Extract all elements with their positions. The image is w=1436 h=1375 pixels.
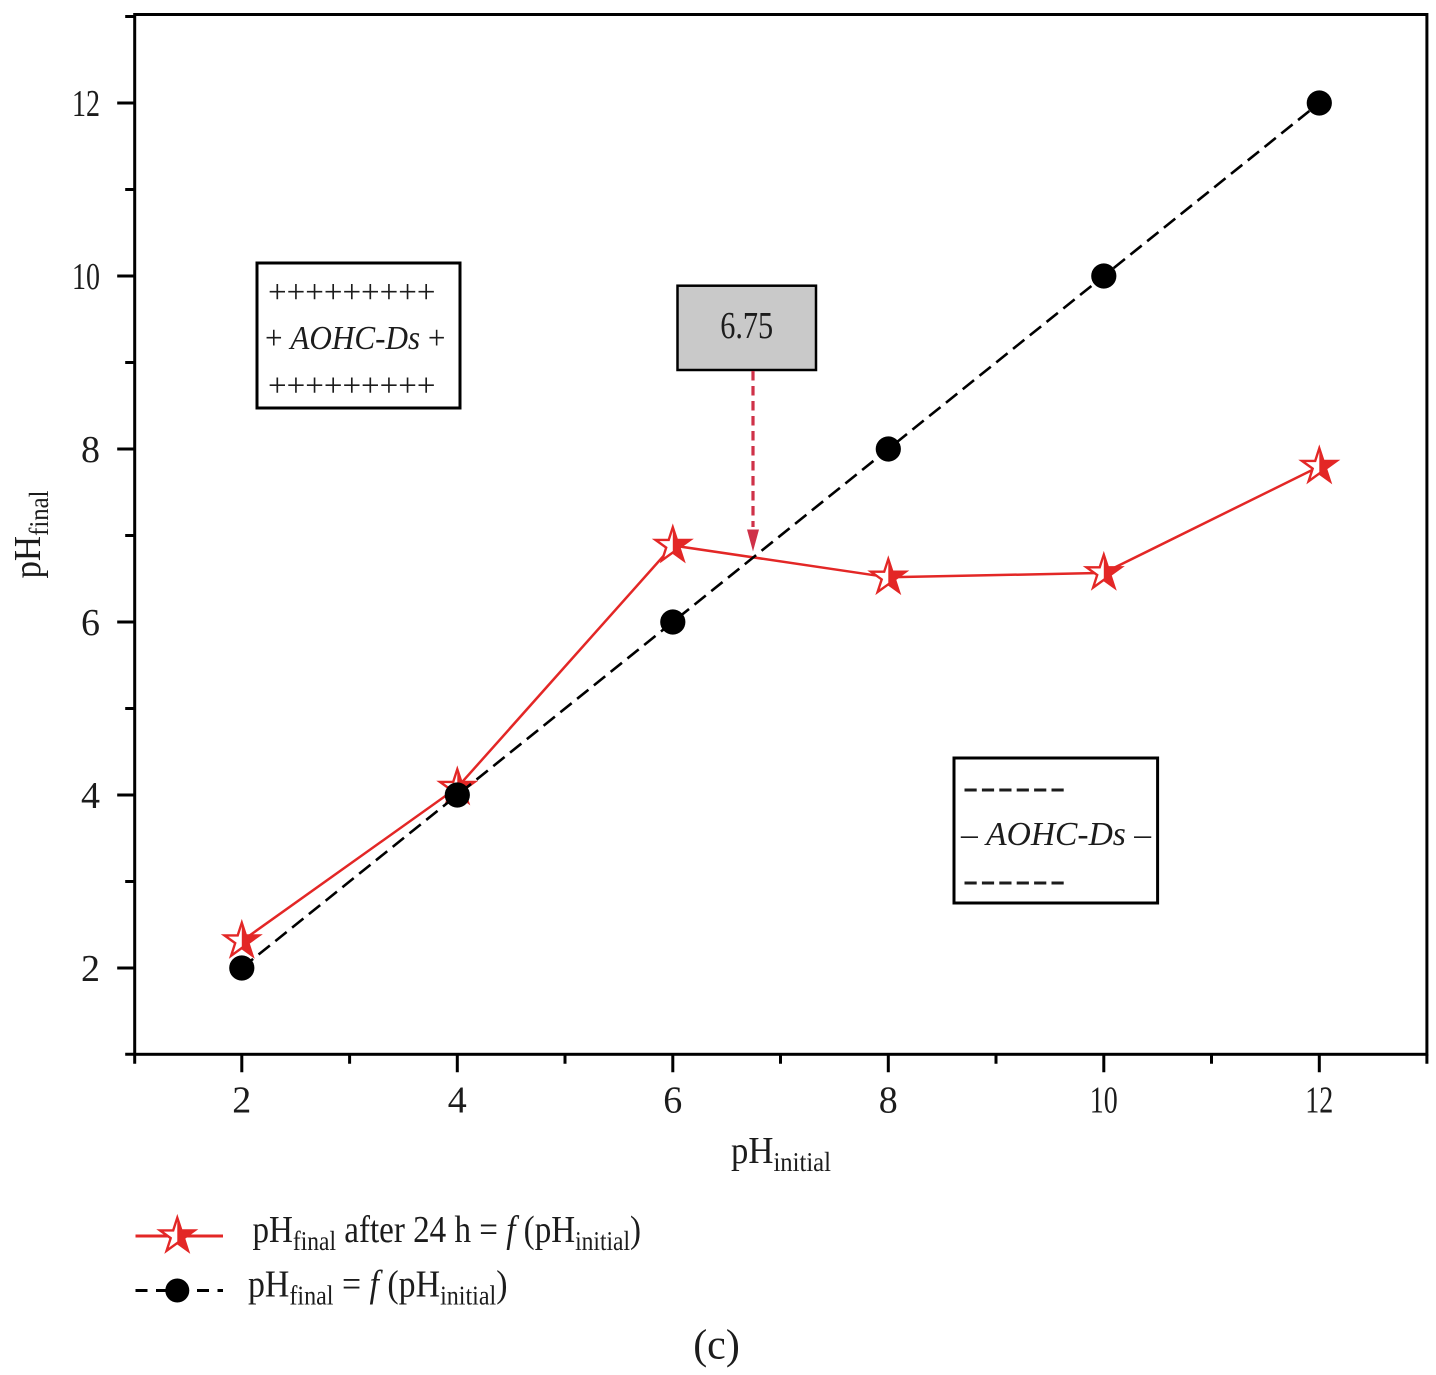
svg-text:+++++++++: +++++++++ (268, 275, 436, 311)
svg-text:pHfinal = f (pHinitial): pHfinal = f (pHinitial) (248, 1264, 508, 1311)
svg-text:12: 12 (1305, 1080, 1333, 1122)
svg-text:12: 12 (72, 83, 100, 125)
svg-text:2: 2 (232, 1080, 251, 1122)
svg-text:10: 10 (1090, 1080, 1118, 1122)
svg-text:4: 4 (448, 1080, 467, 1122)
svg-text:(c): (c) (693, 1323, 740, 1369)
svg-text:8: 8 (81, 429, 100, 471)
svg-text:6: 6 (81, 602, 100, 644)
svg-text:+ AOHC-Ds +: + AOHC-Ds + (265, 320, 446, 357)
svg-text:+++++++++: +++++++++ (268, 368, 436, 404)
svg-text:10: 10 (72, 256, 100, 298)
svg-text:8: 8 (879, 1080, 898, 1122)
svg-text:6.75: 6.75 (720, 305, 773, 347)
svg-text:4: 4 (81, 775, 100, 817)
svg-text:– AOHC-Ds –: – AOHC-Ds – (960, 816, 1152, 853)
svg-text:6: 6 (663, 1080, 682, 1122)
svg-text:2: 2 (81, 948, 100, 990)
